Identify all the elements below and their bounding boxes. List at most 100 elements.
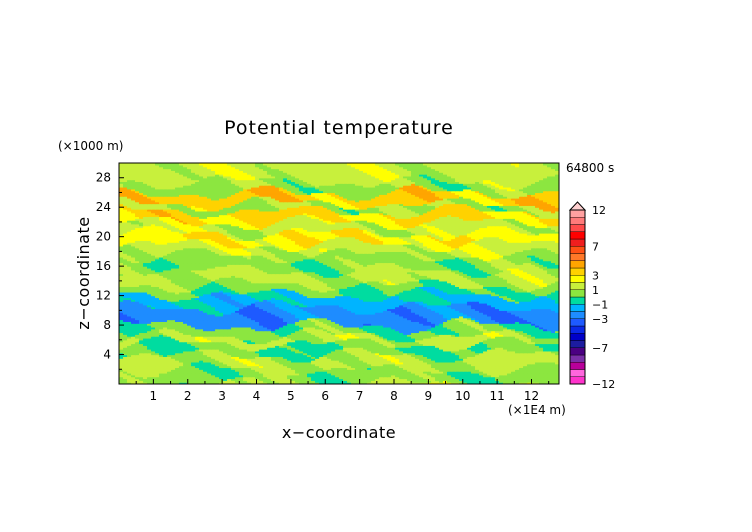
heatmap-cell — [551, 356, 556, 359]
heatmap-cell — [279, 347, 284, 350]
heatmap-cell — [167, 367, 172, 370]
heatmap-cell — [187, 372, 192, 376]
heatmap-cell — [351, 347, 356, 350]
heatmap-cell — [483, 374, 488, 378]
heatmap-cell — [223, 345, 228, 348]
heatmap-cell — [515, 372, 520, 376]
heatmap-cell — [555, 349, 559, 352]
heatmap-cell — [271, 336, 276, 339]
heatmap-cell — [151, 352, 156, 356]
heatmap-cell — [227, 358, 232, 361]
heatmap-cell — [515, 380, 520, 383]
heatmap-cell — [519, 361, 524, 365]
heatmap-cell — [415, 378, 420, 381]
heatmap-cell — [131, 350, 136, 354]
heatmap-cell — [163, 336, 168, 339]
heatmap-cell — [251, 369, 256, 372]
heatmap-cell — [387, 363, 392, 367]
heatmap-cell — [507, 363, 512, 367]
heatmap-cell — [459, 369, 464, 372]
heatmap-cell — [383, 360, 388, 363]
heatmap-cell — [499, 380, 504, 383]
heatmap-cell — [535, 372, 540, 376]
heatmap-cell — [539, 339, 544, 343]
heatmap-cell — [287, 358, 292, 361]
heatmap-cell — [427, 380, 432, 383]
heatmap-cell — [523, 354, 528, 357]
heatmap-cell — [415, 334, 420, 337]
heatmap-cell — [403, 363, 408, 367]
heatmap-cell — [351, 358, 356, 361]
heatmap-cell — [495, 350, 500, 354]
heatmap-cell — [139, 360, 144, 363]
heatmap-cell — [311, 371, 316, 374]
heatmap-cell — [207, 350, 212, 354]
heatmap-cell — [323, 336, 328, 339]
heatmap-cell — [223, 382, 228, 384]
heatmap-cell — [487, 378, 492, 381]
heatmap-cell — [131, 341, 136, 345]
heatmap-cell — [203, 354, 208, 357]
heatmap-cell — [495, 336, 500, 339]
heatmap-cell — [319, 334, 324, 337]
heatmap-cell — [171, 332, 176, 335]
heatmap-cell — [387, 365, 392, 369]
heatmap-cell — [179, 363, 184, 367]
heatmap-cell — [315, 363, 320, 367]
heatmap-cell — [239, 332, 244, 335]
heatmap-cell — [539, 343, 544, 346]
heatmap-cell — [135, 369, 140, 372]
heatmap-cell — [159, 343, 164, 346]
heatmap-cell — [119, 361, 124, 365]
heatmap-cell — [303, 382, 308, 384]
heatmap-cell — [507, 350, 512, 354]
heatmap-cell — [403, 350, 408, 354]
heatmap-cell — [163, 360, 168, 363]
heatmap-cell — [199, 369, 204, 372]
heatmap-cell — [171, 336, 176, 339]
heatmap-cell — [219, 361, 224, 365]
heatmap-cell — [119, 367, 124, 370]
heatmap-cell — [391, 378, 396, 381]
heatmap-cell — [495, 343, 500, 346]
heatmap-cell — [287, 349, 292, 352]
heatmap-cell — [315, 372, 320, 376]
heatmap-cell — [407, 350, 412, 354]
heatmap-cell — [239, 369, 244, 372]
heatmap-cell — [331, 345, 336, 348]
heatmap-cell — [447, 339, 452, 343]
heatmap-cell — [515, 352, 520, 356]
heatmap-cell — [403, 332, 408, 335]
heatmap-cell — [127, 347, 132, 350]
heatmap-cell — [339, 376, 344, 380]
heatmap-cell — [451, 376, 456, 380]
heatmap-cell — [415, 343, 420, 346]
heatmap-cell — [411, 365, 416, 369]
heatmap-cell — [479, 350, 484, 354]
heatmap-cell — [535, 374, 540, 378]
heatmap-cell — [335, 354, 340, 357]
heatmap-cell — [323, 358, 328, 361]
heatmap-cell — [427, 365, 432, 369]
heatmap-cell — [399, 372, 404, 376]
heatmap-cell — [491, 374, 496, 378]
heatmap-cell — [327, 343, 332, 346]
heatmap-cell — [251, 371, 256, 374]
heatmap-cell — [367, 376, 372, 380]
heatmap-cell — [459, 339, 464, 343]
heatmap-cell — [535, 343, 540, 346]
heatmap-cell — [327, 380, 332, 383]
heatmap-cell — [163, 341, 168, 345]
heatmap-cell — [435, 349, 440, 352]
heatmap-cell — [171, 378, 176, 381]
heatmap-cell — [463, 367, 468, 370]
heatmap-cell — [351, 352, 356, 356]
heatmap-cell — [295, 371, 300, 374]
heatmap-cell — [359, 345, 364, 348]
heatmap-cell — [199, 361, 204, 365]
heatmap-cell — [491, 349, 496, 352]
heatmap-cell — [347, 382, 352, 384]
heatmap-cell — [259, 339, 264, 343]
heatmap-cell — [155, 380, 160, 383]
heatmap-cell — [383, 363, 388, 367]
